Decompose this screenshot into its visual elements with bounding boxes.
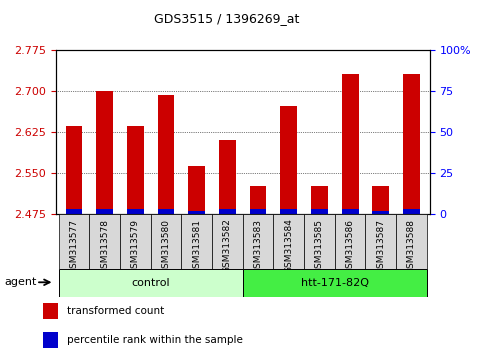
Bar bbox=[372, 185, 389, 214]
Text: GSM313582: GSM313582 bbox=[223, 218, 232, 273]
Text: control: control bbox=[131, 278, 170, 288]
Bar bbox=[280, 209, 297, 214]
Bar bbox=[250, 185, 267, 214]
Bar bbox=[341, 209, 358, 214]
Bar bbox=[311, 209, 328, 214]
Bar bbox=[335, 214, 366, 269]
Bar bbox=[219, 140, 236, 214]
Bar bbox=[66, 209, 83, 214]
Text: GSM313578: GSM313578 bbox=[100, 218, 109, 274]
Bar bbox=[219, 209, 236, 214]
Text: GSM313586: GSM313586 bbox=[346, 218, 355, 274]
Bar bbox=[212, 214, 243, 269]
Text: percentile rank within the sample: percentile rank within the sample bbox=[67, 335, 243, 345]
Text: GSM313583: GSM313583 bbox=[254, 218, 263, 274]
Text: agent: agent bbox=[4, 277, 37, 287]
Bar bbox=[89, 214, 120, 269]
Bar bbox=[188, 166, 205, 214]
Bar bbox=[58, 269, 243, 297]
Bar bbox=[366, 214, 396, 269]
Text: GSM313579: GSM313579 bbox=[131, 218, 140, 274]
Text: GSM313588: GSM313588 bbox=[407, 218, 416, 274]
Bar bbox=[311, 185, 328, 214]
Text: GDS3515 / 1396269_at: GDS3515 / 1396269_at bbox=[155, 12, 299, 25]
Bar bbox=[58, 214, 89, 269]
Bar bbox=[403, 74, 420, 214]
Bar bbox=[66, 126, 83, 214]
Bar bbox=[157, 209, 174, 214]
Bar bbox=[127, 209, 144, 214]
Bar bbox=[273, 214, 304, 269]
Text: GSM313577: GSM313577 bbox=[70, 218, 78, 274]
Bar bbox=[43, 332, 58, 348]
Bar bbox=[127, 126, 144, 214]
Text: GSM313581: GSM313581 bbox=[192, 218, 201, 274]
Bar bbox=[250, 209, 267, 214]
Bar bbox=[96, 91, 113, 214]
Bar bbox=[396, 214, 427, 269]
Text: GSM313584: GSM313584 bbox=[284, 218, 293, 273]
Bar bbox=[151, 214, 181, 269]
Bar bbox=[243, 269, 427, 297]
Bar bbox=[43, 303, 58, 319]
Bar bbox=[341, 74, 358, 214]
Bar bbox=[403, 209, 420, 214]
Bar bbox=[372, 211, 389, 214]
Bar bbox=[243, 214, 273, 269]
Text: htt-171-82Q: htt-171-82Q bbox=[301, 278, 369, 288]
Bar bbox=[280, 106, 297, 214]
Bar bbox=[157, 95, 174, 214]
Text: GSM313580: GSM313580 bbox=[161, 218, 170, 274]
Text: GSM313587: GSM313587 bbox=[376, 218, 385, 274]
Text: transformed count: transformed count bbox=[67, 306, 164, 316]
Bar bbox=[304, 214, 335, 269]
Bar bbox=[96, 209, 113, 214]
Bar bbox=[188, 211, 205, 214]
Bar bbox=[181, 214, 212, 269]
Bar bbox=[120, 214, 151, 269]
Text: GSM313585: GSM313585 bbox=[315, 218, 324, 274]
